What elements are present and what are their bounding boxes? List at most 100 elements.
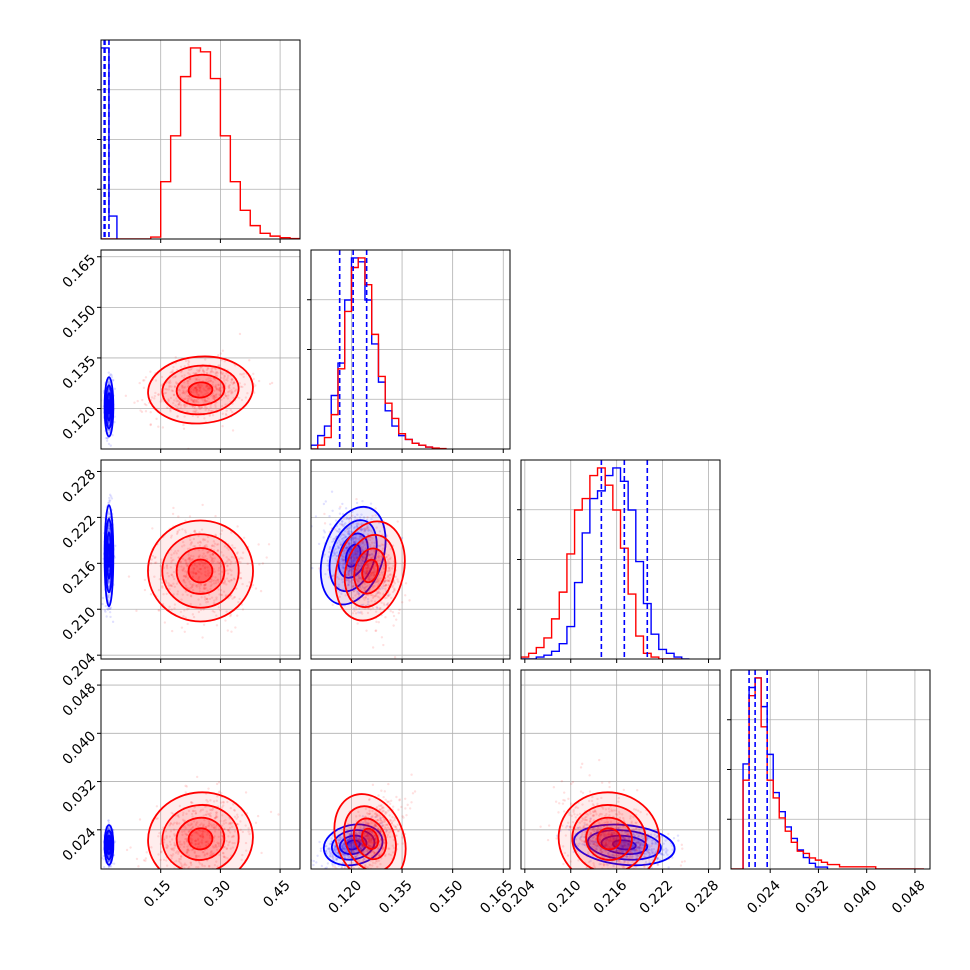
scatter-point xyxy=(356,552,359,556)
scatter-point xyxy=(214,815,218,818)
scatter-point xyxy=(360,582,364,585)
scatter-point xyxy=(395,618,398,621)
scatter-point xyxy=(269,810,273,814)
scatter-point xyxy=(351,566,354,569)
scatter-point xyxy=(106,608,110,611)
scatter-point xyxy=(106,595,110,598)
scatter-point xyxy=(356,547,359,551)
scatter-point xyxy=(162,837,166,841)
scatter-point xyxy=(234,561,238,564)
scatter-point xyxy=(107,832,110,836)
scatter-point xyxy=(365,589,368,592)
scatter-point xyxy=(194,531,197,535)
scatter-point xyxy=(184,529,187,532)
scatter-point xyxy=(371,566,374,569)
scatter-point xyxy=(194,386,198,389)
scatter-point xyxy=(190,586,193,589)
scatter-point xyxy=(341,558,344,561)
scatter-point xyxy=(335,858,338,861)
scatter-point xyxy=(167,877,169,879)
scatter-point xyxy=(197,577,200,580)
scatter-point xyxy=(238,332,242,336)
scatter-point xyxy=(179,365,183,369)
scatter-point xyxy=(384,587,387,591)
scatter-point xyxy=(359,535,362,539)
scatter-point xyxy=(204,584,207,587)
scatter-point xyxy=(207,550,211,553)
scatter-point xyxy=(220,831,223,834)
scatter-point xyxy=(178,872,180,874)
scatter-point xyxy=(190,367,193,370)
scatter-point xyxy=(248,832,251,836)
scatter-point xyxy=(186,576,190,579)
scatter-point xyxy=(109,873,111,875)
scatter-point xyxy=(369,574,372,577)
scatter-point xyxy=(205,378,208,381)
scatter-point xyxy=(227,843,230,847)
scatter-point xyxy=(184,575,187,578)
scatter-point xyxy=(354,855,358,859)
scatter-point xyxy=(165,581,168,584)
scatter-point xyxy=(195,388,199,391)
scatter-point xyxy=(217,580,220,584)
scatter-point xyxy=(210,558,214,562)
scatter-point xyxy=(190,391,193,394)
scatter-point xyxy=(345,549,348,552)
scatter-point xyxy=(176,814,180,818)
scatter-point xyxy=(195,854,198,858)
scatter-point xyxy=(193,563,196,566)
scatter-point xyxy=(192,567,196,571)
scatter-point xyxy=(194,572,198,576)
scatter-point xyxy=(375,540,379,544)
scatter-point xyxy=(224,394,227,397)
scatter-point xyxy=(373,567,376,570)
scatter-point xyxy=(349,845,352,848)
scatter-point xyxy=(198,386,202,390)
scatter-point xyxy=(197,833,200,836)
scatter-point xyxy=(187,849,191,852)
scatter-point xyxy=(110,374,113,377)
scatter-point xyxy=(185,837,189,841)
scatter-point xyxy=(393,588,396,591)
scatter-point xyxy=(153,397,156,400)
scatter-point xyxy=(192,410,195,413)
scatter-point xyxy=(189,829,192,832)
scatter-point xyxy=(341,580,344,584)
scatter-point xyxy=(334,846,337,849)
scatter-point xyxy=(343,854,347,857)
scatter-point xyxy=(226,569,229,572)
scatter-point xyxy=(222,804,225,807)
scatter-point xyxy=(155,817,158,820)
scatter-point xyxy=(167,398,170,401)
scatter-point xyxy=(226,870,228,872)
scatter-point xyxy=(215,816,218,819)
scatter-point xyxy=(177,556,180,559)
scatter-point xyxy=(336,838,340,841)
scatter-point xyxy=(176,399,179,402)
scatter-point xyxy=(190,839,193,842)
scatter-point xyxy=(318,840,321,844)
scatter-point xyxy=(206,551,210,554)
scatter-point xyxy=(241,608,245,611)
scatter-point xyxy=(223,582,226,585)
scatter-point xyxy=(171,854,174,858)
scatter-point xyxy=(224,394,228,398)
scatter-point xyxy=(352,537,355,540)
scatter-point xyxy=(181,813,185,817)
scatter-point xyxy=(165,565,169,568)
scatter-point xyxy=(225,610,228,613)
scatter-point xyxy=(167,388,170,391)
scatter-point xyxy=(177,402,181,406)
scatter-point xyxy=(190,398,194,401)
scatter-point xyxy=(377,552,380,555)
scatter-point xyxy=(350,563,353,566)
scatter-point xyxy=(205,810,208,813)
contour-series-0 xyxy=(107,543,111,569)
scatter-point xyxy=(186,848,190,851)
scatter-point xyxy=(143,402,147,406)
scatter-point xyxy=(371,571,374,574)
scatter-point xyxy=(357,548,360,552)
scatter-point xyxy=(348,526,352,530)
scatter-point xyxy=(390,596,393,600)
scatter-point xyxy=(254,384,257,387)
